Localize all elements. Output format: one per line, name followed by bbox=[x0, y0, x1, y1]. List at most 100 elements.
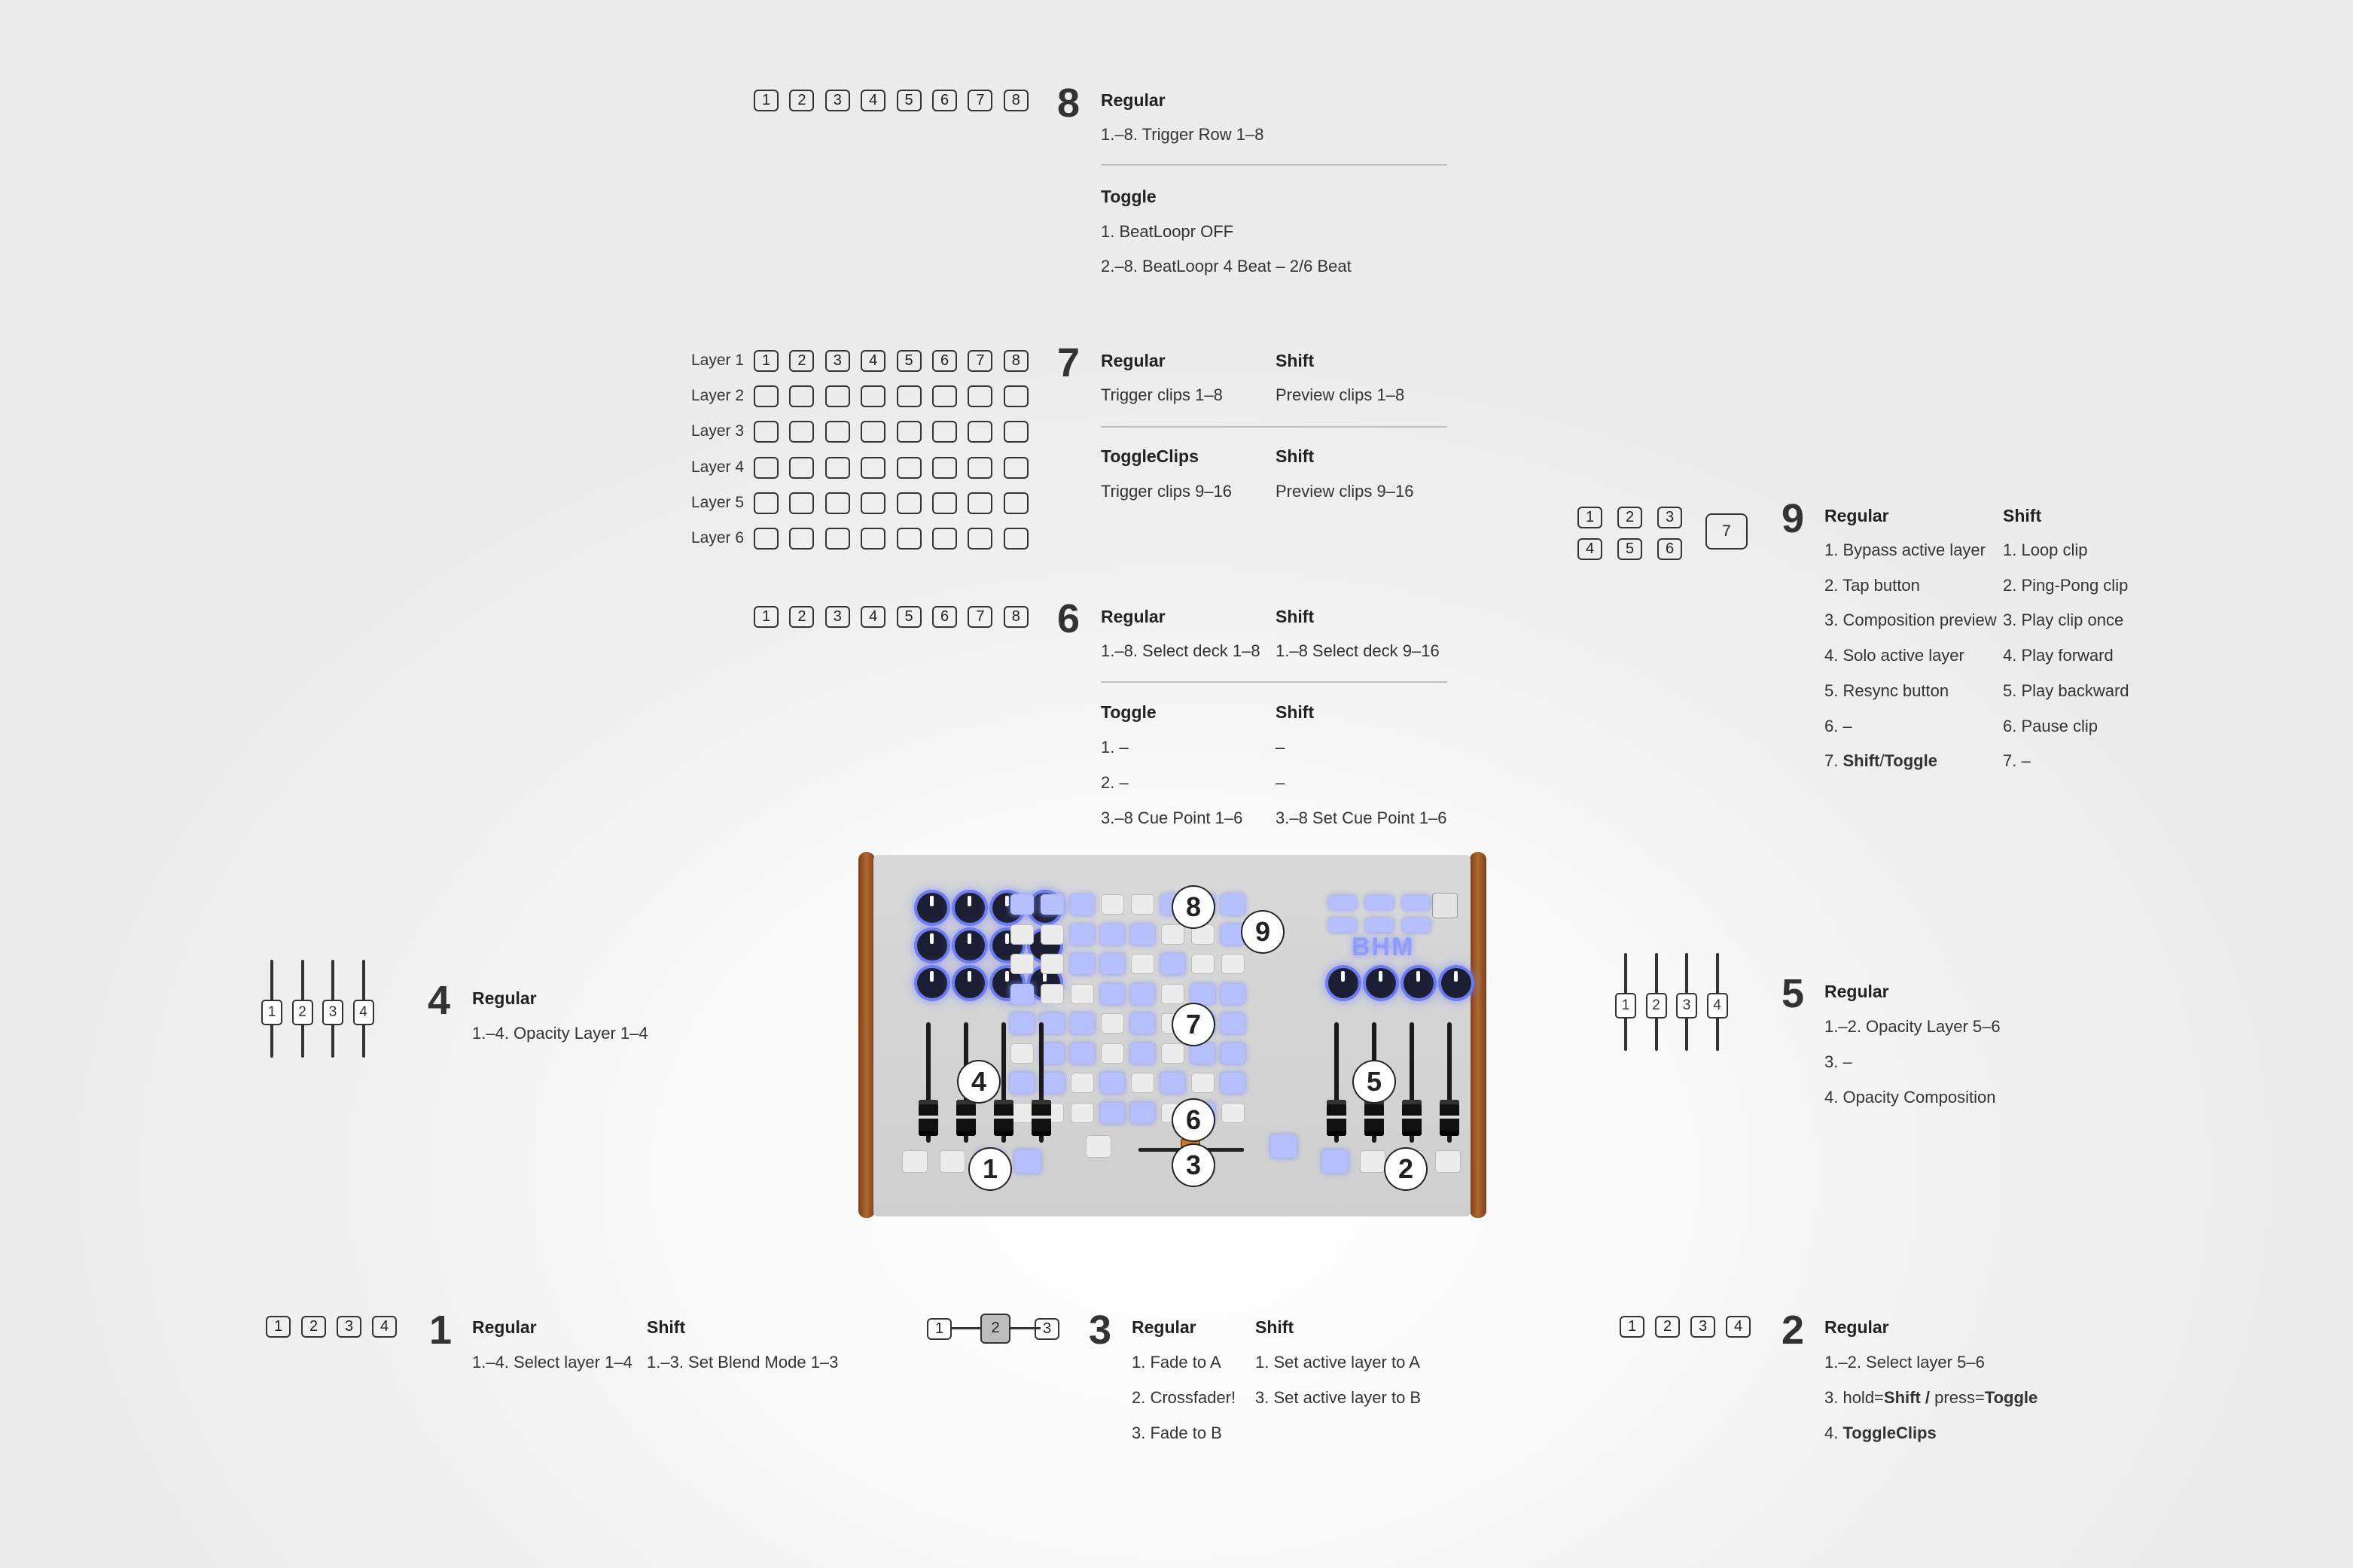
select-button[interactable] bbox=[1435, 1150, 1461, 1173]
fade-a-button[interactable] bbox=[1086, 1135, 1111, 1158]
pad-button[interactable] bbox=[1101, 1073, 1124, 1093]
pad-button[interactable] bbox=[1041, 954, 1064, 974]
knob[interactable] bbox=[1366, 968, 1396, 998]
pad-button[interactable] bbox=[1161, 924, 1184, 945]
pad-button[interactable] bbox=[1101, 983, 1124, 1004]
clip-cell bbox=[754, 421, 779, 443]
clip-cell bbox=[1003, 456, 1029, 479]
key-2: 2 bbox=[789, 606, 815, 628]
shift-line: 1. Loop clip bbox=[2003, 540, 2088, 559]
select-button[interactable] bbox=[902, 1150, 928, 1173]
pad-button[interactable] bbox=[1041, 1043, 1064, 1064]
fader-cap[interactable] bbox=[994, 1100, 1013, 1136]
pad-button[interactable] bbox=[1131, 894, 1154, 915]
regular-line: 4. Opacity Composition bbox=[1824, 1088, 1996, 1107]
pad-button[interactable] bbox=[1161, 954, 1184, 974]
pad-button[interactable] bbox=[1221, 924, 1245, 945]
fader-cap[interactable] bbox=[956, 1100, 976, 1136]
clip-cell bbox=[896, 528, 922, 550]
knob[interactable] bbox=[1404, 968, 1434, 998]
select-button[interactable] bbox=[1322, 1150, 1348, 1173]
select-button[interactable] bbox=[940, 1150, 965, 1173]
pad-button[interactable] bbox=[1010, 1073, 1034, 1093]
pad-button[interactable] bbox=[1131, 954, 1154, 974]
pad-button[interactable] bbox=[1101, 894, 1124, 915]
function-button[interactable] bbox=[1403, 918, 1430, 932]
fader-cap: 3 bbox=[322, 1000, 343, 1025]
pad-button[interactable] bbox=[1010, 1102, 1034, 1123]
knob[interactable] bbox=[955, 968, 985, 998]
pad-button[interactable] bbox=[1010, 954, 1034, 974]
knob[interactable] bbox=[1328, 968, 1358, 998]
fade-b-button[interactable] bbox=[1271, 1135, 1297, 1158]
pad-button[interactable] bbox=[1071, 1102, 1094, 1123]
knob[interactable] bbox=[917, 968, 947, 998]
fader-cap[interactable] bbox=[1327, 1100, 1346, 1136]
fader-cap[interactable] bbox=[1402, 1100, 1422, 1136]
pad-button[interactable] bbox=[1221, 1043, 1245, 1064]
clip-cell bbox=[1003, 528, 1029, 550]
pad-button[interactable] bbox=[1191, 1073, 1215, 1093]
pad-button[interactable] bbox=[1071, 894, 1094, 915]
pad-button[interactable] bbox=[1221, 954, 1245, 974]
pad-button[interactable] bbox=[1191, 924, 1215, 945]
pad-button[interactable] bbox=[1131, 1073, 1154, 1093]
pad-button[interactable] bbox=[1071, 1073, 1094, 1093]
pad-button[interactable] bbox=[1041, 1013, 1064, 1034]
function-button[interactable] bbox=[1329, 918, 1356, 932]
pad-button[interactable] bbox=[1101, 1043, 1124, 1064]
knob[interactable] bbox=[955, 930, 985, 961]
pad-button[interactable] bbox=[1041, 894, 1064, 915]
pad-button[interactable] bbox=[1131, 1013, 1154, 1034]
fader-cap[interactable] bbox=[919, 1100, 938, 1136]
pad-button[interactable] bbox=[1071, 954, 1094, 974]
pad-button[interactable] bbox=[1221, 1013, 1245, 1034]
pad-button[interactable] bbox=[1010, 983, 1034, 1004]
pad-button[interactable] bbox=[1191, 954, 1215, 974]
function-button[interactable] bbox=[1403, 896, 1430, 909]
pad-button[interactable] bbox=[1221, 894, 1245, 915]
pad-button[interactable] bbox=[1161, 983, 1184, 1004]
pad-button[interactable] bbox=[1041, 1073, 1064, 1093]
function-button[interactable] bbox=[1366, 918, 1393, 932]
fader-4: 4 bbox=[1705, 953, 1730, 1051]
pad-button[interactable] bbox=[1101, 954, 1124, 974]
pad-button[interactable] bbox=[1071, 1013, 1094, 1034]
knob[interactable] bbox=[917, 930, 947, 961]
pad-button[interactable] bbox=[1071, 1043, 1094, 1064]
select-button[interactable] bbox=[1360, 1150, 1385, 1173]
pad-button[interactable] bbox=[1221, 1102, 1245, 1123]
pad-button[interactable] bbox=[1131, 924, 1154, 945]
function-button[interactable] bbox=[1329, 896, 1356, 909]
pad-button[interactable] bbox=[1010, 1043, 1034, 1064]
pad-button[interactable] bbox=[1071, 924, 1094, 945]
pad-button[interactable] bbox=[1131, 1102, 1154, 1123]
fader-cap[interactable] bbox=[1440, 1100, 1459, 1136]
shift-line: 3.–8 Set Cue Point 1–6 bbox=[1276, 808, 1447, 827]
pad-button[interactable] bbox=[1221, 1073, 1245, 1093]
pad-button[interactable] bbox=[1071, 983, 1094, 1004]
select-button[interactable] bbox=[1015, 1150, 1041, 1173]
function-button[interactable] bbox=[1366, 896, 1393, 909]
pad-button[interactable] bbox=[1161, 1043, 1184, 1064]
pad-button[interactable] bbox=[1101, 1013, 1124, 1034]
pad-button[interactable] bbox=[1131, 983, 1154, 1004]
pad-button[interactable] bbox=[1101, 1102, 1124, 1123]
knob[interactable] bbox=[1441, 968, 1471, 998]
pad-button[interactable] bbox=[1131, 1043, 1154, 1064]
knob[interactable] bbox=[917, 893, 947, 923]
pad-button[interactable] bbox=[1041, 924, 1064, 945]
pad-button[interactable] bbox=[1101, 924, 1124, 945]
pad-button[interactable] bbox=[1221, 983, 1245, 1004]
pad-button[interactable] bbox=[1041, 983, 1064, 1004]
key-4: 4 bbox=[861, 90, 886, 111]
pad-button[interactable] bbox=[1161, 1073, 1184, 1093]
knob[interactable] bbox=[955, 893, 985, 923]
pad-button[interactable] bbox=[1010, 894, 1034, 915]
fader-cap[interactable] bbox=[1364, 1100, 1384, 1136]
pad-button[interactable] bbox=[1191, 983, 1215, 1004]
fader-cap[interactable] bbox=[1032, 1100, 1051, 1136]
pad-button[interactable] bbox=[1191, 1043, 1215, 1064]
pad-button[interactable] bbox=[1010, 924, 1034, 945]
pad-button[interactable] bbox=[1010, 1013, 1034, 1034]
